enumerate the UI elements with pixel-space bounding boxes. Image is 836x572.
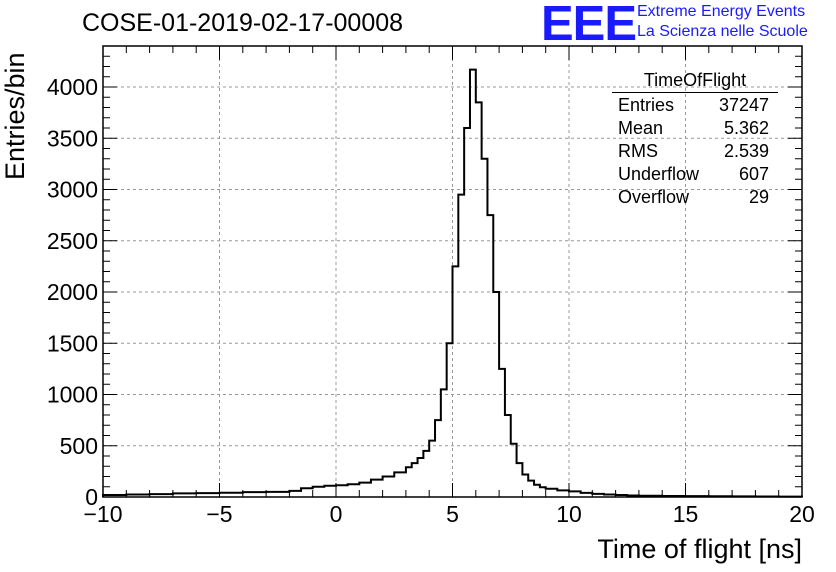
x-tick-label: −10 [83, 501, 122, 527]
histogram-series [102, 68, 803, 498]
stats-row-overflow: Overflow 29 [612, 186, 778, 209]
stats-row-mean: Mean 5.362 [612, 117, 778, 140]
logo-line-1: Extreme Energy Events [637, 3, 806, 20]
stat-value: 29 [748, 187, 769, 207]
y-tick-label: 3000 [47, 177, 98, 203]
x-tick-label: 5 [446, 501, 459, 527]
eee-logo: EEE [541, 0, 637, 51]
stat-value: 2.539 [723, 141, 769, 161]
y-axis-label: Entries/bin [0, 52, 30, 180]
y-tick-label: 1000 [47, 382, 98, 408]
stat-label: Entries [618, 95, 675, 115]
stats-box: TimeOfFlight Entries 37247 Mean 5.362 RMS 2… [612, 70, 778, 209]
y-tick-label: 1500 [47, 330, 98, 356]
stat-label: Underflow [618, 164, 700, 184]
axis-ticks [102, 45, 803, 498]
stats-row-rms: RMS 2.539 [612, 140, 778, 163]
x-tick-label: 10 [556, 501, 582, 527]
y-tick-label: 500 [60, 433, 98, 459]
y-tick-label: 2000 [47, 279, 98, 305]
x-tick-label: 15 [673, 501, 699, 527]
x-axis-label: Time of flight [ns] [597, 534, 802, 564]
y-tick-label: 4000 [47, 74, 98, 100]
x-tick-label: 20 [789, 501, 815, 527]
x-tick-label: 0 [330, 501, 343, 527]
y-tick-label: 0 [85, 484, 98, 510]
chart-title: COSE-01-2019-02-17-00008 [82, 9, 404, 37]
tick-labels: −10 −5 0 5 10 15 20 0 500 1000 1500 2000 2500 3000 350… [47, 74, 815, 527]
stats-row-entries: Entries 37247 [612, 94, 778, 117]
y-tick-label: 3500 [47, 125, 98, 151]
stat-value: 607 [738, 164, 769, 184]
stat-label: Overflow [618, 187, 690, 207]
stat-value: 5.362 [723, 118, 769, 138]
stats-title: TimeOfFlight [612, 70, 778, 93]
stat-value: 37247 [718, 95, 769, 115]
x-tick-label: −5 [206, 501, 232, 527]
stat-label: RMS [618, 141, 658, 161]
y-tick-label: 2500 [47, 228, 98, 254]
stats-row-underflow: Underflow 607 [612, 163, 778, 186]
stat-label: Mean [618, 118, 664, 138]
histogram-line [102, 68, 803, 498]
logo-line-2: La Scienza nelle Scuole [637, 23, 808, 40]
